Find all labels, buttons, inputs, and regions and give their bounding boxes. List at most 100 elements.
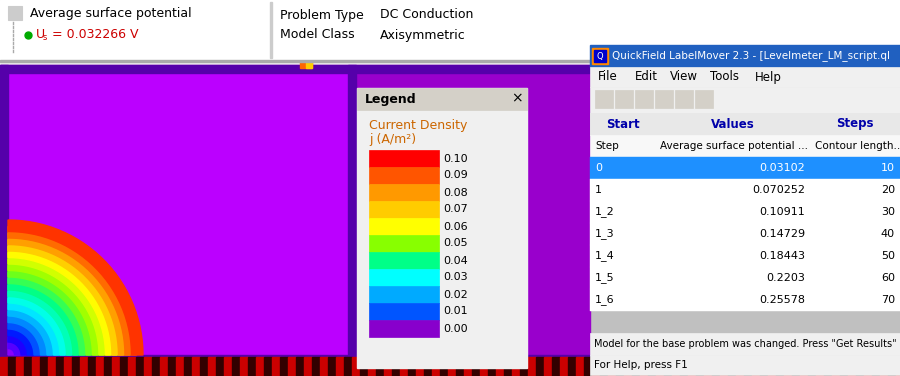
Bar xyxy=(600,357,608,376)
Text: Model Class: Model Class xyxy=(280,29,355,41)
Bar xyxy=(590,87,900,113)
Text: DC Conduction: DC Conduction xyxy=(380,9,473,21)
Bar xyxy=(810,113,900,135)
Text: 0.09: 0.09 xyxy=(443,170,468,180)
Text: 0.25578: 0.25578 xyxy=(759,295,805,305)
Bar xyxy=(590,135,900,157)
Bar xyxy=(88,357,96,376)
Polygon shape xyxy=(8,265,97,355)
Bar xyxy=(270,2,272,58)
Bar xyxy=(144,357,152,376)
Bar xyxy=(552,357,560,376)
Bar xyxy=(416,357,424,376)
Text: Tools: Tools xyxy=(710,71,739,83)
Bar xyxy=(615,90,633,108)
Bar xyxy=(616,357,624,376)
Text: j (A/m²): j (A/m²) xyxy=(369,133,416,147)
Text: 0.03: 0.03 xyxy=(443,273,468,282)
Bar xyxy=(590,113,900,135)
Bar xyxy=(728,357,736,376)
Bar xyxy=(264,357,272,376)
Bar xyxy=(392,357,400,376)
Bar xyxy=(720,357,728,376)
Bar xyxy=(848,357,856,376)
Bar xyxy=(704,357,712,376)
Bar xyxy=(464,357,472,376)
Bar xyxy=(72,357,80,376)
Bar xyxy=(176,357,184,376)
Bar xyxy=(656,357,664,376)
Text: 1_3: 1_3 xyxy=(595,229,615,240)
Bar xyxy=(240,357,248,376)
Text: 1_6: 1_6 xyxy=(595,294,615,305)
Bar xyxy=(40,357,48,376)
Text: Help: Help xyxy=(755,71,782,83)
Bar xyxy=(595,90,613,108)
Text: Current Density: Current Density xyxy=(369,120,467,132)
Bar xyxy=(432,357,440,376)
Bar xyxy=(408,357,416,376)
Bar xyxy=(80,357,88,376)
Bar xyxy=(590,355,900,375)
Text: 0.2203: 0.2203 xyxy=(766,273,805,283)
Polygon shape xyxy=(8,285,78,355)
Polygon shape xyxy=(8,259,104,355)
Polygon shape xyxy=(8,317,46,355)
Text: 40: 40 xyxy=(881,229,895,239)
Bar xyxy=(360,357,368,376)
Bar xyxy=(592,48,608,64)
Bar xyxy=(840,357,848,376)
Bar xyxy=(160,357,168,376)
Bar xyxy=(672,357,680,376)
Bar xyxy=(304,357,312,376)
Polygon shape xyxy=(8,233,130,355)
Bar xyxy=(16,357,24,376)
Bar xyxy=(792,357,800,376)
Polygon shape xyxy=(8,337,26,355)
Text: 0: 0 xyxy=(595,163,602,173)
Bar xyxy=(112,357,120,376)
Bar xyxy=(300,62,312,68)
Bar xyxy=(776,357,784,376)
Bar xyxy=(24,357,32,376)
Bar xyxy=(590,245,900,267)
Bar xyxy=(590,179,900,201)
Bar xyxy=(590,67,900,87)
Text: 0.18443: 0.18443 xyxy=(759,251,805,261)
Bar xyxy=(48,357,56,376)
Text: 0.04: 0.04 xyxy=(443,256,468,265)
Bar xyxy=(448,357,456,376)
Text: = 0.032266 V: = 0.032266 V xyxy=(48,29,139,41)
Bar xyxy=(0,0,900,60)
Text: 30: 30 xyxy=(881,207,895,217)
Text: 20: 20 xyxy=(881,185,895,195)
Bar xyxy=(584,357,592,376)
Text: 1_2: 1_2 xyxy=(595,206,615,217)
Text: 0.05: 0.05 xyxy=(443,238,468,249)
Text: For Help, press F1: For Help, press F1 xyxy=(594,360,688,370)
Text: 50: 50 xyxy=(881,251,895,261)
Bar xyxy=(512,357,520,376)
Bar xyxy=(248,357,256,376)
Bar xyxy=(369,286,439,303)
Text: 0.10: 0.10 xyxy=(443,153,468,164)
Text: Edit: Edit xyxy=(635,71,658,83)
Bar xyxy=(8,73,348,363)
Bar xyxy=(496,357,504,376)
Text: Steps: Steps xyxy=(836,117,874,130)
Bar xyxy=(352,357,360,376)
Bar xyxy=(0,357,8,376)
Polygon shape xyxy=(8,279,85,355)
Bar xyxy=(608,357,616,376)
Bar xyxy=(752,357,760,376)
Bar xyxy=(760,357,768,376)
Bar xyxy=(576,357,584,376)
Text: 60: 60 xyxy=(881,273,895,283)
Bar xyxy=(590,223,900,245)
Bar xyxy=(590,113,655,135)
Bar xyxy=(168,357,176,376)
Bar xyxy=(369,218,439,235)
Bar xyxy=(488,357,496,376)
Bar xyxy=(688,357,696,376)
Bar xyxy=(590,201,900,223)
